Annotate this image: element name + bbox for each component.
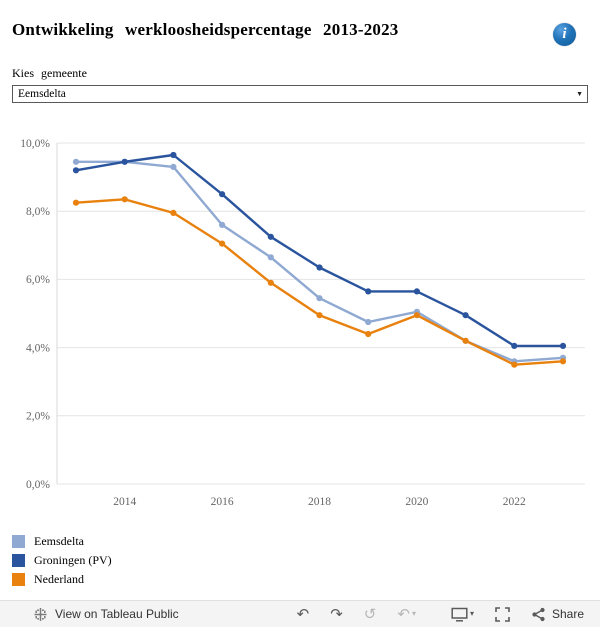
- data-point[interactable]: [559, 342, 567, 349]
- chart-area[interactable]: 0,0% 2,0% 4,0% 6,0% 8,0% 10,0% 2014 2016 2018 202…: [0, 118, 600, 513]
- page-title: Ontwikkeling werkloosheidspercentage 201…: [12, 20, 399, 39]
- data-point[interactable]: [462, 312, 469, 319]
- toolbar-actions: ↶ ↷ ↺ ↶ ▾ ▾: [297, 607, 600, 622]
- data-point[interactable]: [72, 158, 80, 165]
- y-tick-label: 4,0%: [26, 342, 50, 354]
- revert-button[interactable]: ↶ ▾: [397, 607, 416, 622]
- tableau-toolbar: View on Tableau Public ↶ ↷ ↺ ↶ ▾ ▾: [0, 600, 600, 627]
- legend-item-groningen[interactable]: Groningen (PV): [12, 551, 112, 569]
- share-button[interactable]: Share: [531, 607, 584, 622]
- legend-swatch-icon: [12, 534, 25, 548]
- data-point[interactable]: [365, 318, 372, 326]
- undo-button[interactable]: ↶: [297, 607, 310, 622]
- redo-button[interactable]: ↷: [330, 607, 343, 622]
- download-icon: [451, 607, 468, 622]
- data-point[interactable]: [413, 288, 420, 295]
- caret-down-icon: ▾: [411, 609, 416, 618]
- color-legend: Eemsdelta Groningen (PV) Nederland: [12, 532, 112, 589]
- data-point[interactable]: [170, 151, 177, 159]
- caret-down-icon: ▾: [469, 609, 474, 618]
- data-point[interactable]: [121, 158, 128, 165]
- data-point[interactable]: [170, 163, 177, 170]
- data-point[interactable]: [72, 167, 80, 174]
- replay-button[interactable]: ↺: [364, 607, 377, 622]
- legend-label: Groningen (PV): [34, 552, 112, 567]
- y-tick-label: 6,0%: [26, 274, 50, 286]
- view-on-tableau-link[interactable]: View on Tableau Public: [0, 607, 179, 622]
- y-tick-label: 8,0%: [26, 206, 50, 218]
- share-icon: [532, 607, 545, 621]
- tableau-logo-icon: [34, 607, 47, 621]
- info-icon-glyph: i: [562, 26, 567, 42]
- data-point[interactable]: [365, 330, 372, 338]
- unemployment-line-chart[interactable]: 0,0% 2,0% 4,0% 6,0% 8,0% 10,0% 2014 2016 2018 202…: [0, 118, 600, 513]
- data-point[interactable]: [316, 312, 323, 319]
- data-point[interactable]: [219, 240, 226, 247]
- data-point[interactable]: [121, 196, 128, 203]
- data-point[interactable]: [511, 342, 518, 349]
- data-point[interactable]: [267, 254, 274, 261]
- data-point[interactable]: [413, 312, 420, 319]
- share-label: Share: [551, 606, 584, 621]
- replay-icon: ↺: [363, 605, 377, 623]
- data-point[interactable]: [316, 264, 323, 271]
- data-point[interactable]: [365, 288, 372, 295]
- filter-label: Kies gemeente: [12, 66, 87, 80]
- y-tick-label: 0,0%: [26, 479, 50, 491]
- data-point[interactable]: [511, 361, 518, 368]
- legend-item-eemsdelta[interactable]: Eemsdelta: [12, 532, 112, 550]
- chevron-down-icon: ▼: [576, 90, 583, 98]
- x-tick-label: 2022: [503, 496, 526, 508]
- fullscreen-button[interactable]: [495, 606, 510, 622]
- x-tick-label: 2016: [211, 496, 234, 508]
- data-point[interactable]: [267, 233, 274, 240]
- legend-item-nederland[interactable]: Nederland: [12, 570, 112, 588]
- x-tick-label: 2020: [405, 496, 428, 508]
- legend-swatch-icon: [12, 553, 25, 567]
- fullscreen-icon: [495, 606, 510, 622]
- x-tick-label: 2014: [113, 496, 136, 508]
- data-point[interactable]: [316, 295, 323, 302]
- series-line[interactable]: [74, 198, 565, 366]
- data-point[interactable]: [219, 191, 226, 198]
- gemeente-dropdown-value: Eemsdelta: [18, 88, 66, 100]
- x-tick-label: 2018: [308, 496, 331, 508]
- legend-label: Eemsdelta: [34, 533, 84, 548]
- view-on-tableau-label: View on Tableau Public: [55, 607, 179, 621]
- data-point[interactable]: [267, 279, 274, 286]
- gemeente-dropdown[interactable]: Eemsdelta ▼: [12, 85, 588, 103]
- data-point[interactable]: [559, 358, 567, 365]
- undo-icon: ↶: [296, 605, 310, 623]
- legend-swatch-icon: [12, 572, 25, 586]
- download-button[interactable]: ▾: [451, 607, 474, 622]
- legend-label: Nederland: [34, 571, 84, 586]
- data-point[interactable]: [170, 209, 177, 216]
- info-icon[interactable]: i: [553, 23, 576, 46]
- data-point[interactable]: [219, 221, 226, 228]
- y-tick-label: 2,0%: [26, 411, 50, 423]
- redo-icon: ↷: [330, 605, 343, 623]
- y-tick-label: 10,0%: [20, 138, 50, 150]
- data-point[interactable]: [72, 199, 80, 206]
- revert-icon: ↶: [397, 605, 410, 623]
- data-point[interactable]: [462, 337, 469, 344]
